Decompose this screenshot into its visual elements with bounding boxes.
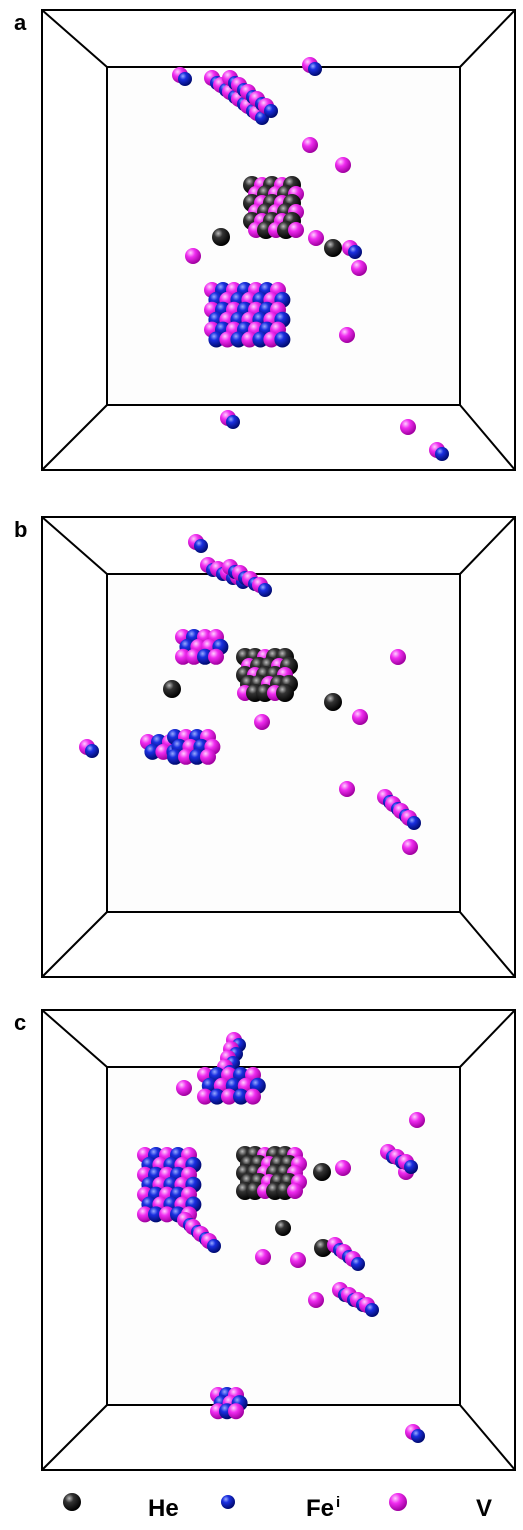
atom xyxy=(339,781,355,797)
atom xyxy=(85,744,99,758)
atom xyxy=(275,1220,291,1236)
atom xyxy=(245,1089,261,1105)
atom xyxy=(302,137,318,153)
panel-label: c xyxy=(14,1010,26,1035)
atom xyxy=(339,327,355,343)
panel-label: b xyxy=(14,517,27,542)
atom xyxy=(207,1239,221,1253)
atom xyxy=(276,684,294,702)
box-edge xyxy=(460,517,515,574)
atom xyxy=(163,680,181,698)
atom xyxy=(435,447,449,461)
atom xyxy=(226,415,240,429)
panel: b xyxy=(14,517,515,977)
atom xyxy=(228,1403,244,1419)
atom xyxy=(335,157,351,173)
legend-marker xyxy=(63,1493,81,1511)
box-edge xyxy=(42,1010,107,1067)
atom xyxy=(254,714,270,730)
atom xyxy=(288,222,304,238)
atom xyxy=(409,1112,425,1128)
atom xyxy=(407,816,421,830)
atom xyxy=(324,239,342,257)
legend-marker xyxy=(389,1493,407,1511)
atom xyxy=(274,332,290,348)
atom xyxy=(258,583,272,597)
atom xyxy=(208,649,224,665)
atom xyxy=(176,1080,192,1096)
atom xyxy=(324,693,342,711)
box-edge xyxy=(42,10,107,67)
atom xyxy=(264,104,278,118)
atom xyxy=(287,1183,303,1199)
legend-sup: i xyxy=(336,1494,340,1511)
atom xyxy=(308,230,324,246)
box-edge xyxy=(42,517,107,574)
panel: c xyxy=(14,1010,515,1470)
atom xyxy=(411,1429,425,1443)
box-edge xyxy=(42,1405,107,1470)
atom xyxy=(404,1160,418,1174)
legend-label: He xyxy=(148,1495,179,1522)
atom xyxy=(348,245,362,259)
panel: a xyxy=(14,10,515,470)
box-inner xyxy=(107,1067,460,1405)
box-edge xyxy=(460,405,515,470)
box-edge xyxy=(42,405,107,470)
atom xyxy=(313,1163,331,1181)
atom xyxy=(351,260,367,276)
atom xyxy=(308,1292,324,1308)
box-edge xyxy=(460,1010,515,1067)
legend-label: V xyxy=(476,1495,492,1522)
box-edge xyxy=(460,1405,515,1470)
figure: a b c He Fei V xyxy=(0,0,523,1530)
atom xyxy=(308,62,322,76)
atom xyxy=(402,839,418,855)
atom xyxy=(365,1303,379,1317)
atom xyxy=(335,1160,351,1176)
atom xyxy=(390,649,406,665)
atom xyxy=(185,248,201,264)
atom xyxy=(255,1249,271,1265)
panel-label: a xyxy=(14,10,27,35)
atom xyxy=(290,1252,306,1268)
panels: a b c xyxy=(14,10,515,1470)
box-edge xyxy=(42,912,107,977)
atom xyxy=(400,419,416,435)
atom xyxy=(352,709,368,725)
atom xyxy=(194,539,208,553)
atom xyxy=(212,228,230,246)
box-edge xyxy=(460,912,515,977)
atom xyxy=(178,72,192,86)
atom xyxy=(200,749,216,765)
box-edge xyxy=(460,10,515,67)
legend-marker xyxy=(221,1495,235,1509)
atom xyxy=(351,1257,365,1271)
